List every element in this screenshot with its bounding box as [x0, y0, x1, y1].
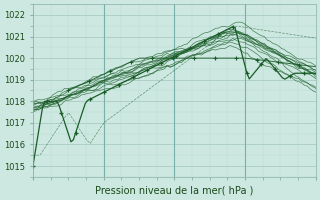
X-axis label: Pression niveau de la mer( hPa ): Pression niveau de la mer( hPa ): [95, 186, 253, 196]
